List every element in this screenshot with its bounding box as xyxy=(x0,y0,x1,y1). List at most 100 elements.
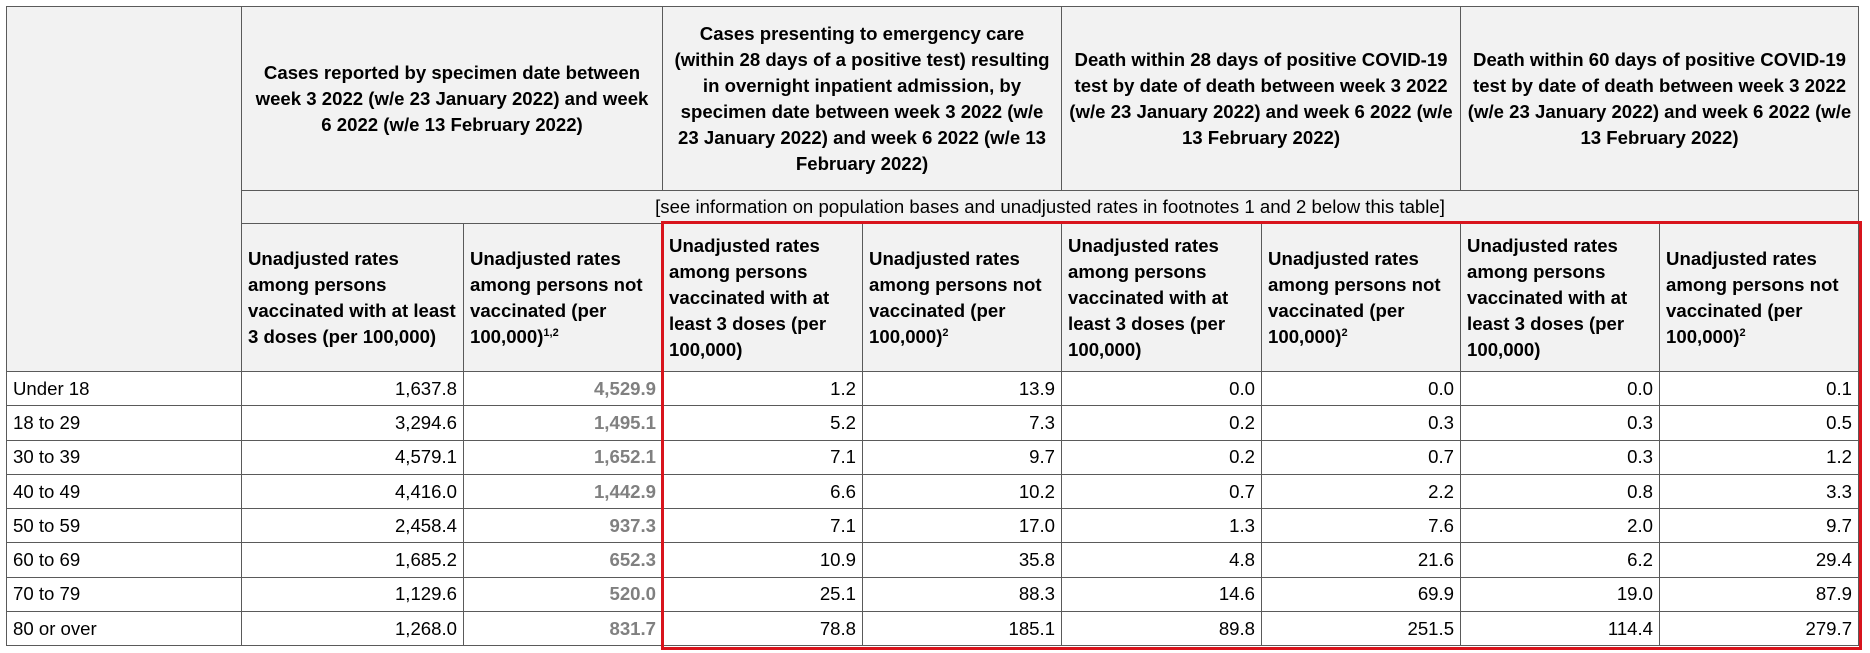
rate-value: 17.0 xyxy=(862,508,1063,544)
footnote-note-row: [see information on population bases and… xyxy=(7,190,1860,224)
rate-value: 25.1 xyxy=(662,576,864,613)
rate-value: 19.0 xyxy=(1460,576,1661,613)
rate-value: 0.3 xyxy=(1460,439,1661,475)
rate-value: 89.8 xyxy=(1061,611,1263,647)
rate-value: 14.6 xyxy=(1061,576,1263,613)
rate-value: 114.4 xyxy=(1460,611,1661,647)
rate-value: 87.9 xyxy=(1659,576,1860,613)
group-header-cases: Cases reported by specimen date between … xyxy=(240,6,664,191)
column-header: Unadjusted rates among persons not vacci… xyxy=(1261,223,1462,372)
column-header: Unadjusted rates among persons vaccinate… xyxy=(662,223,864,372)
rate-value: 1,685.2 xyxy=(241,542,464,578)
age-group-label: 18 to 29 xyxy=(6,405,242,441)
rate-value: 0.0 xyxy=(1061,370,1263,407)
rate-value: 78.8 xyxy=(662,611,864,647)
column-header: Unadjusted rates among persons vaccinate… xyxy=(1460,223,1661,372)
rate-value: 4,416.0 xyxy=(241,473,464,510)
age-group-label: 50 to 59 xyxy=(6,508,242,544)
rate-value: 520.0 xyxy=(462,576,664,613)
column-header: Unadjusted rates among persons vaccinate… xyxy=(1061,223,1263,372)
rate-value: 7.1 xyxy=(662,439,864,475)
rate-value: 10.2 xyxy=(862,473,1063,510)
rate-value: 0.2 xyxy=(1061,439,1263,475)
rate-value: 1,637.8 xyxy=(241,370,464,407)
table-row: 80 or over 1,268.0 831.7 78.8 185.1 89.8 251.5… xyxy=(6,611,1860,647)
age-group-label: 80 or over xyxy=(6,611,242,647)
rate-value: 3,294.6 xyxy=(241,405,464,441)
column-header-text: Unadjusted rates among persons vaccinate… xyxy=(669,234,830,360)
rate-value: 1.2 xyxy=(1659,439,1860,475)
rate-value: 1.2 xyxy=(662,370,864,407)
rate-value: 3.3 xyxy=(1659,473,1860,510)
column-header-text: Unadjusted rates among persons not vacci… xyxy=(1268,247,1441,347)
table-row: 30 to 39 4,579.1 1,652.1 7.1 9.7 0.2 0.7 0.3 1.2 xyxy=(6,439,1860,475)
rate-value: 1,442.9 xyxy=(462,473,664,510)
vaccination-rates-table: Cases reported by specimen date between … xyxy=(6,6,1860,647)
rate-value: 21.6 xyxy=(1261,542,1462,578)
column-header-row: Unadjusted rates among persons vaccinate… xyxy=(7,223,1860,372)
rate-value: 6.6 xyxy=(662,473,864,510)
group-header-deaths-28-days: Death within 28 days of positive COVID-1… xyxy=(1061,6,1462,191)
rate-value: 2.2 xyxy=(1261,473,1462,510)
rate-value: 29.4 xyxy=(1659,542,1860,578)
rate-value: 2,458.4 xyxy=(241,508,464,544)
footnote-note: [see information on population bases and… xyxy=(240,190,1860,224)
table-row: 60 to 69 1,685.2 652.3 10.9 35.8 4.8 21.6 6.2 29… xyxy=(6,542,1860,578)
rate-value: 279.7 xyxy=(1659,611,1860,647)
age-group-label: 70 to 79 xyxy=(6,576,242,613)
footnote-marker: 2 xyxy=(1739,326,1746,339)
rate-value: 5.2 xyxy=(662,405,864,441)
age-group-label: 60 to 69 xyxy=(6,542,242,578)
column-header: Unadjusted rates among persons not vacci… xyxy=(862,223,1063,372)
column-header-text: Unadjusted rates among persons not vacci… xyxy=(470,247,643,347)
rate-value: 2.0 xyxy=(1460,508,1661,544)
group-header-deaths-60-days: Death within 60 days of positive COVID-1… xyxy=(1460,6,1860,191)
column-header-text: Unadjusted rates among persons vaccinate… xyxy=(1068,234,1229,360)
table-row: 18 to 29 3,294.6 1,495.1 5.2 7.3 0.2 0.3 0.3 0.5 xyxy=(6,405,1860,441)
rate-value: 251.5 xyxy=(1261,611,1462,647)
footnote-marker: 1,2 xyxy=(543,326,559,339)
age-group-label: 40 to 49 xyxy=(6,473,242,510)
rate-value: 9.7 xyxy=(1659,508,1860,544)
column-header-text: Unadjusted rates among persons vaccinate… xyxy=(248,247,456,347)
rate-value: 1.3 xyxy=(1061,508,1263,544)
rate-value: 7.3 xyxy=(862,405,1063,441)
footnote-marker: 2 xyxy=(1341,326,1348,339)
rate-value: 1,268.0 xyxy=(241,611,464,647)
rate-value: 88.3 xyxy=(862,576,1063,613)
rate-value: 0.0 xyxy=(1460,370,1661,407)
column-header: Unadjusted rates among persons not vacci… xyxy=(1659,223,1860,372)
table-row: Under 18 1,637.8 4,529.9 1.2 13.9 0.0 0.0 0.0 0.… xyxy=(6,370,1860,407)
rate-value: 937.3 xyxy=(462,508,664,544)
rate-value: 0.2 xyxy=(1061,405,1263,441)
rate-value: 0.5 xyxy=(1659,405,1860,441)
rate-value: 0.1 xyxy=(1659,370,1860,407)
column-header-text: Unadjusted rates among persons not vacci… xyxy=(1666,247,1839,347)
rate-value: 13.9 xyxy=(862,370,1063,407)
rate-value: 0.3 xyxy=(1261,405,1462,441)
rate-value: 0.0 xyxy=(1261,370,1462,407)
rate-value: 7.6 xyxy=(1261,508,1462,544)
table-row: 70 to 79 1,129.6 520.0 25.1 88.3 14.6 69.9 19.0… xyxy=(6,576,1860,613)
column-header-text: Unadjusted rates among persons not vacci… xyxy=(869,247,1042,347)
rate-value: 10.9 xyxy=(662,542,864,578)
rate-value: 0.8 xyxy=(1460,473,1661,510)
column-header: Unadjusted rates among persons not vacci… xyxy=(462,223,664,372)
rate-value: 9.7 xyxy=(862,439,1063,475)
rate-value: 69.9 xyxy=(1261,576,1462,613)
rate-value: 831.7 xyxy=(462,611,664,647)
table-row: 40 to 49 4,416.0 1,442.9 6.6 10.2 0.7 2.2 0.8 3.… xyxy=(6,473,1860,510)
rate-value: 6.2 xyxy=(1460,542,1661,578)
age-group-label: Under 18 xyxy=(6,370,242,407)
rate-value: 4.8 xyxy=(1061,542,1263,578)
column-header: Unadjusted rates among persons vaccinate… xyxy=(241,223,464,372)
corner-cell xyxy=(6,6,242,372)
rate-value: 4,579.1 xyxy=(241,439,464,475)
rate-value: 7.1 xyxy=(662,508,864,544)
group-header-admissions: Cases presenting to emergency care (with… xyxy=(662,6,1063,191)
column-header-text: Unadjusted rates among persons vaccinate… xyxy=(1467,234,1628,360)
table-row: 50 to 59 2,458.4 937.3 7.1 17.0 1.3 7.6 2.0 9.7 xyxy=(6,508,1860,544)
footnote-marker: 2 xyxy=(942,326,949,339)
rate-value: 0.7 xyxy=(1061,473,1263,510)
rate-value: 1,129.6 xyxy=(241,576,464,613)
